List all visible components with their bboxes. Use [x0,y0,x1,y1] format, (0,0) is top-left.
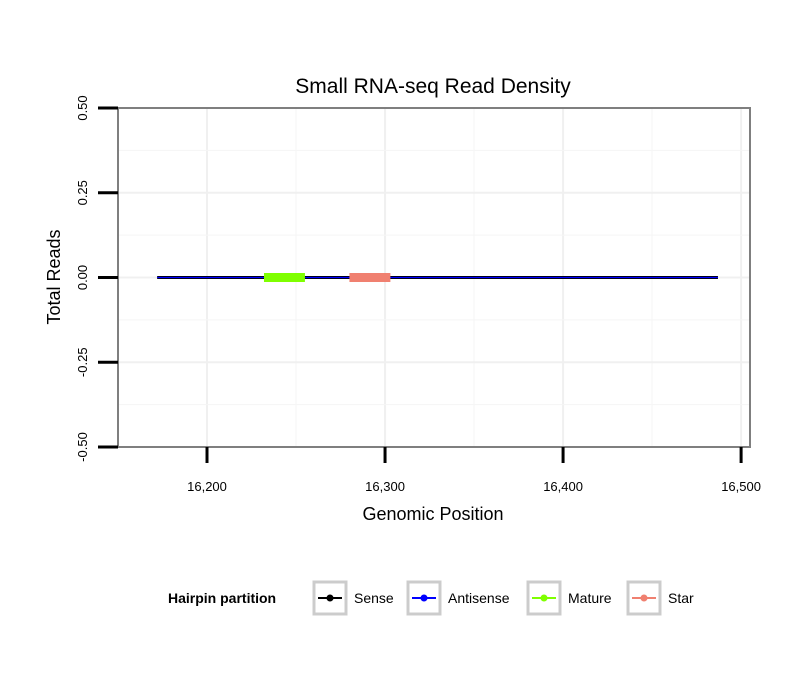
antisense-legend-key-dot [420,594,428,602]
star-legend-key-dot [640,594,648,602]
y-tick-label: 0.00 [75,265,90,290]
x-axis: 16,200 16,300 16,400 16,500 [187,447,761,494]
x-tick-label: 16,500 [721,479,761,494]
x-axis-label: Genomic Position [362,504,503,524]
antisense-legend-label: Antisense [448,590,510,606]
mature-legend-label: Mature [568,590,612,606]
series-layer [157,273,718,282]
x-tick-label: 16,400 [543,479,583,494]
star-legend-label: Star [668,590,694,606]
y-axis: -0.50 -0.25 0.00 0.25 0.50 [75,95,118,462]
x-tick-label: 16,300 [365,479,405,494]
legend-title: Hairpin partition [168,590,276,606]
y-axis-label: Total Reads [44,229,64,324]
star-region-bar [349,273,391,282]
legend: Sense Antisense Mature Star [312,580,694,616]
x-tick-label: 16,200 [187,479,227,494]
mature-legend-key-dot [540,594,548,602]
mature-region-bar [263,273,305,282]
y-tick-label: 0.50 [75,95,90,120]
sense-legend-key-dot [326,594,334,602]
y-tick-label: -0.50 [75,432,90,462]
y-tick-label: -0.25 [75,347,90,377]
y-tick-label: 0.25 [75,180,90,205]
chart-title: Small RNA-seq Read Density [295,75,571,98]
sense-legend-label: Sense [354,590,394,606]
